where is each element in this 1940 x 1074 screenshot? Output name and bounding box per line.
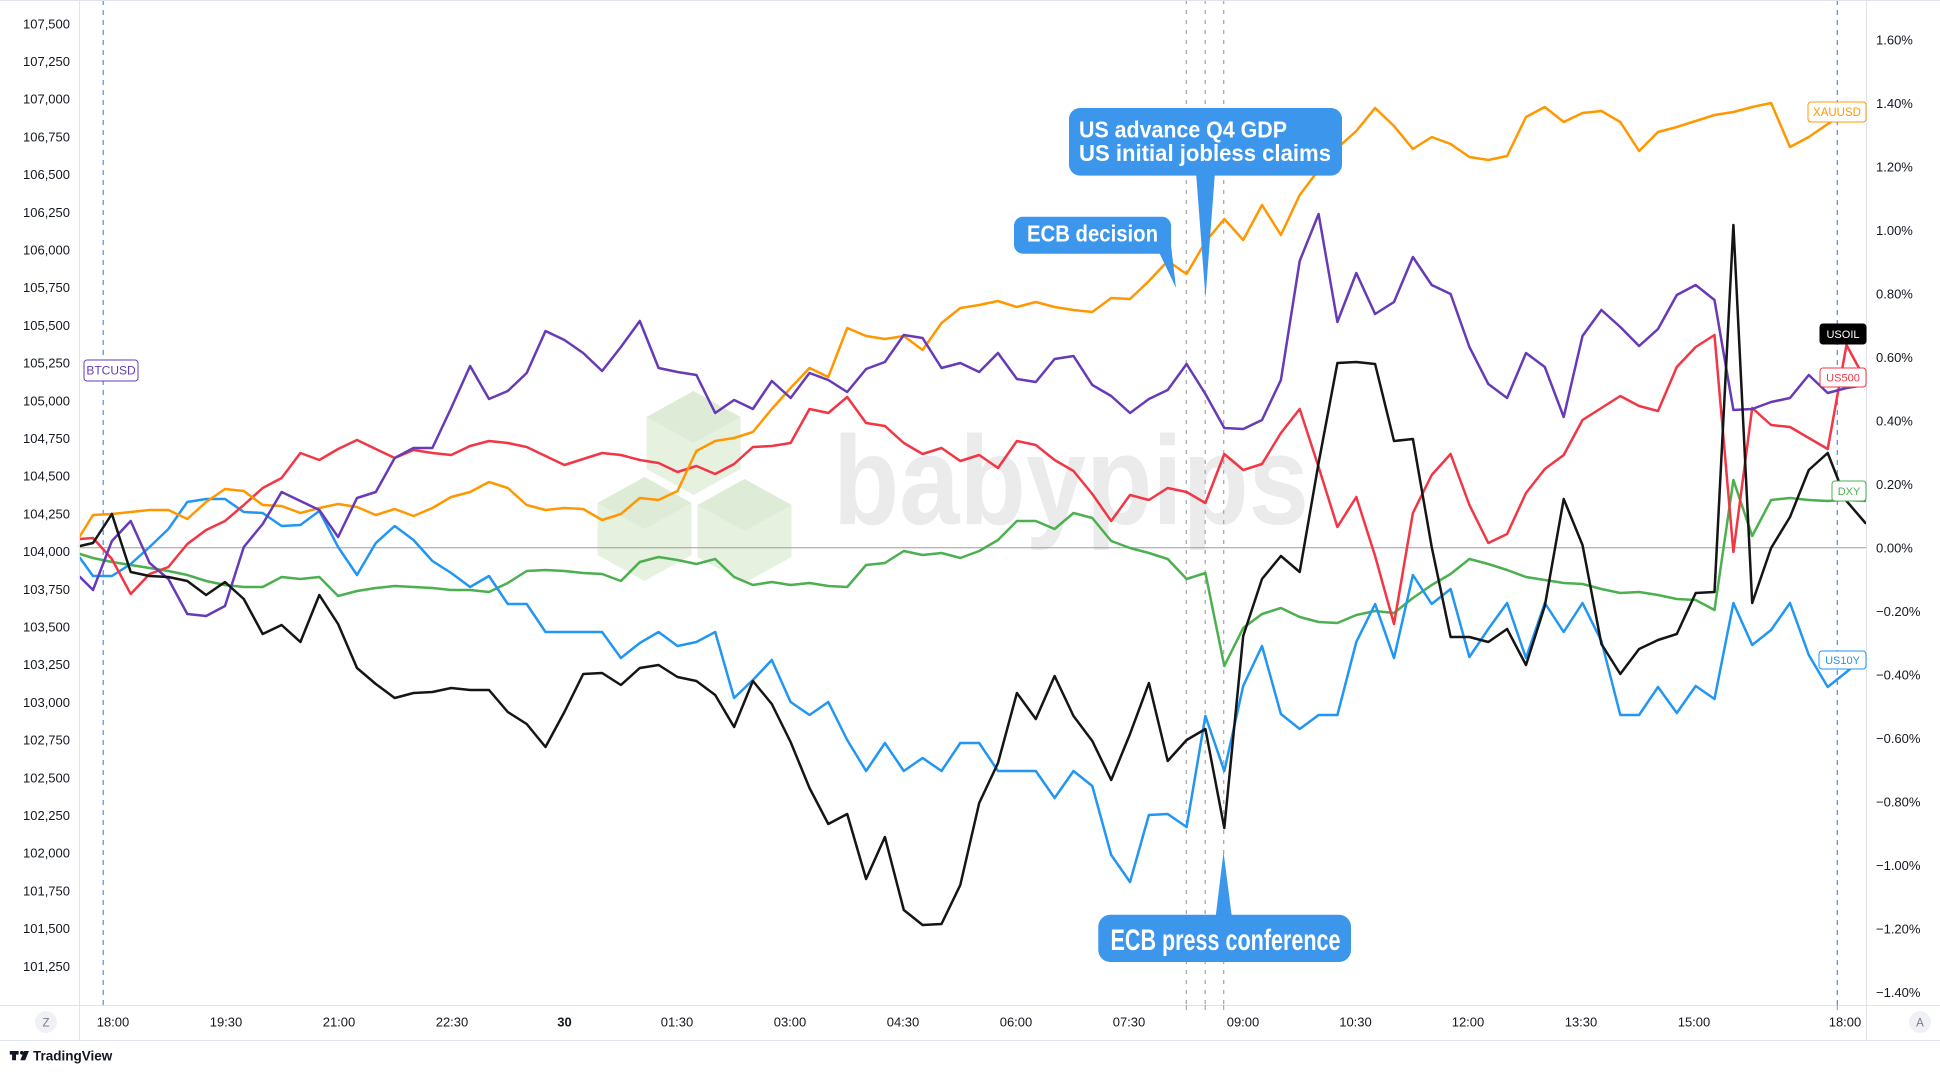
svg-text:102,250: 102,250 (23, 808, 70, 823)
svg-text:06:00: 06:00 (1000, 1015, 1033, 1030)
svg-text:22:30: 22:30 (436, 1015, 469, 1030)
svg-text:103,500: 103,500 (23, 620, 70, 635)
svg-text:XAUUSD: XAUUSD (1813, 107, 1861, 119)
svg-text:103,000: 103,000 (23, 695, 70, 710)
svg-text:US initial jobless claims: US initial jobless claims (1079, 140, 1331, 166)
svg-text:101,750: 101,750 (23, 883, 70, 898)
svg-text:−0.60%: −0.60% (1876, 731, 1921, 746)
svg-text:0.60%: 0.60% (1876, 350, 1913, 365)
svg-text:101,500: 101,500 (23, 921, 70, 936)
svg-text:105,250: 105,250 (23, 356, 70, 371)
svg-text:10:30: 10:30 (1339, 1015, 1372, 1030)
svg-text:0.00%: 0.00% (1876, 540, 1913, 555)
svg-text:07:30: 07:30 (1113, 1015, 1146, 1030)
svg-text:21:00: 21:00 (323, 1015, 356, 1030)
svg-text:12:00: 12:00 (1452, 1015, 1485, 1030)
svg-text:0.40%: 0.40% (1876, 413, 1913, 428)
svg-text:1.60%: 1.60% (1876, 32, 1913, 47)
svg-text:US advance Q4 GDP: US advance Q4 GDP (1079, 117, 1287, 143)
svg-text:US500: US500 (1826, 373, 1860, 385)
svg-text:104,500: 104,500 (23, 469, 70, 484)
svg-text:103,250: 103,250 (23, 657, 70, 672)
svg-text:DXY: DXY (1838, 486, 1861, 498)
svg-text:−0.40%: −0.40% (1876, 667, 1921, 682)
svg-text:103,750: 103,750 (23, 582, 70, 597)
svg-text:Z: Z (42, 1018, 49, 1030)
svg-text:09:00: 09:00 (1227, 1015, 1260, 1030)
svg-text:−0.80%: −0.80% (1876, 794, 1921, 809)
svg-text:105,750: 105,750 (23, 280, 70, 295)
svg-text:13:30: 13:30 (1565, 1015, 1598, 1030)
svg-text:101,250: 101,250 (23, 959, 70, 974)
svg-text:102,000: 102,000 (23, 846, 70, 861)
svg-text:106,750: 106,750 (23, 129, 70, 144)
svg-text:−1.40%: −1.40% (1876, 985, 1921, 1000)
svg-text:104,750: 104,750 (23, 431, 70, 446)
svg-text:0.20%: 0.20% (1876, 477, 1913, 492)
svg-text:USOIL: USOIL (1826, 329, 1859, 341)
svg-text:03:00: 03:00 (774, 1015, 807, 1030)
svg-text:−0.20%: −0.20% (1876, 604, 1921, 619)
svg-text:babypips: babypips (833, 410, 1309, 551)
svg-text:ECB decision: ECB decision (1027, 221, 1158, 247)
svg-text:104,250: 104,250 (23, 506, 70, 521)
svg-text:1.20%: 1.20% (1876, 159, 1913, 174)
svg-text:BTCUSD: BTCUSD (86, 364, 136, 378)
svg-text:15:00: 15:00 (1678, 1015, 1711, 1030)
svg-text:107,000: 107,000 (23, 92, 70, 107)
svg-text:102,750: 102,750 (23, 733, 70, 748)
svg-text:A: A (1916, 1018, 1924, 1030)
svg-text:106,500: 106,500 (23, 167, 70, 182)
svg-text:107,250: 107,250 (23, 54, 70, 69)
svg-text:30: 30 (557, 1015, 571, 1030)
svg-text:102,500: 102,500 (23, 770, 70, 785)
svg-text:105,000: 105,000 (23, 393, 70, 408)
svg-text:04:30: 04:30 (887, 1015, 920, 1030)
svg-text:−1.00%: −1.00% (1876, 858, 1921, 873)
svg-text:19:30: 19:30 (210, 1015, 243, 1030)
svg-text:106,000: 106,000 (23, 243, 70, 258)
svg-text:01:30: 01:30 (661, 1015, 694, 1030)
svg-text:105,500: 105,500 (23, 318, 70, 333)
svg-text:0.80%: 0.80% (1876, 286, 1913, 301)
svg-text:US10Y: US10Y (1825, 655, 1861, 667)
svg-text:−1.20%: −1.20% (1876, 921, 1921, 936)
svg-text:1.00%: 1.00% (1876, 223, 1913, 238)
svg-text:104,000: 104,000 (23, 544, 70, 559)
svg-text:ECB press conference: ECB press conference (1111, 924, 1341, 957)
svg-text:TradingView: TradingView (33, 1049, 113, 1064)
svg-text:18:00: 18:00 (1829, 1015, 1862, 1030)
svg-text:18:00: 18:00 (97, 1015, 130, 1030)
svg-text:107,500: 107,500 (23, 16, 70, 31)
svg-text:1.40%: 1.40% (1876, 96, 1913, 111)
svg-text:106,250: 106,250 (23, 205, 70, 220)
